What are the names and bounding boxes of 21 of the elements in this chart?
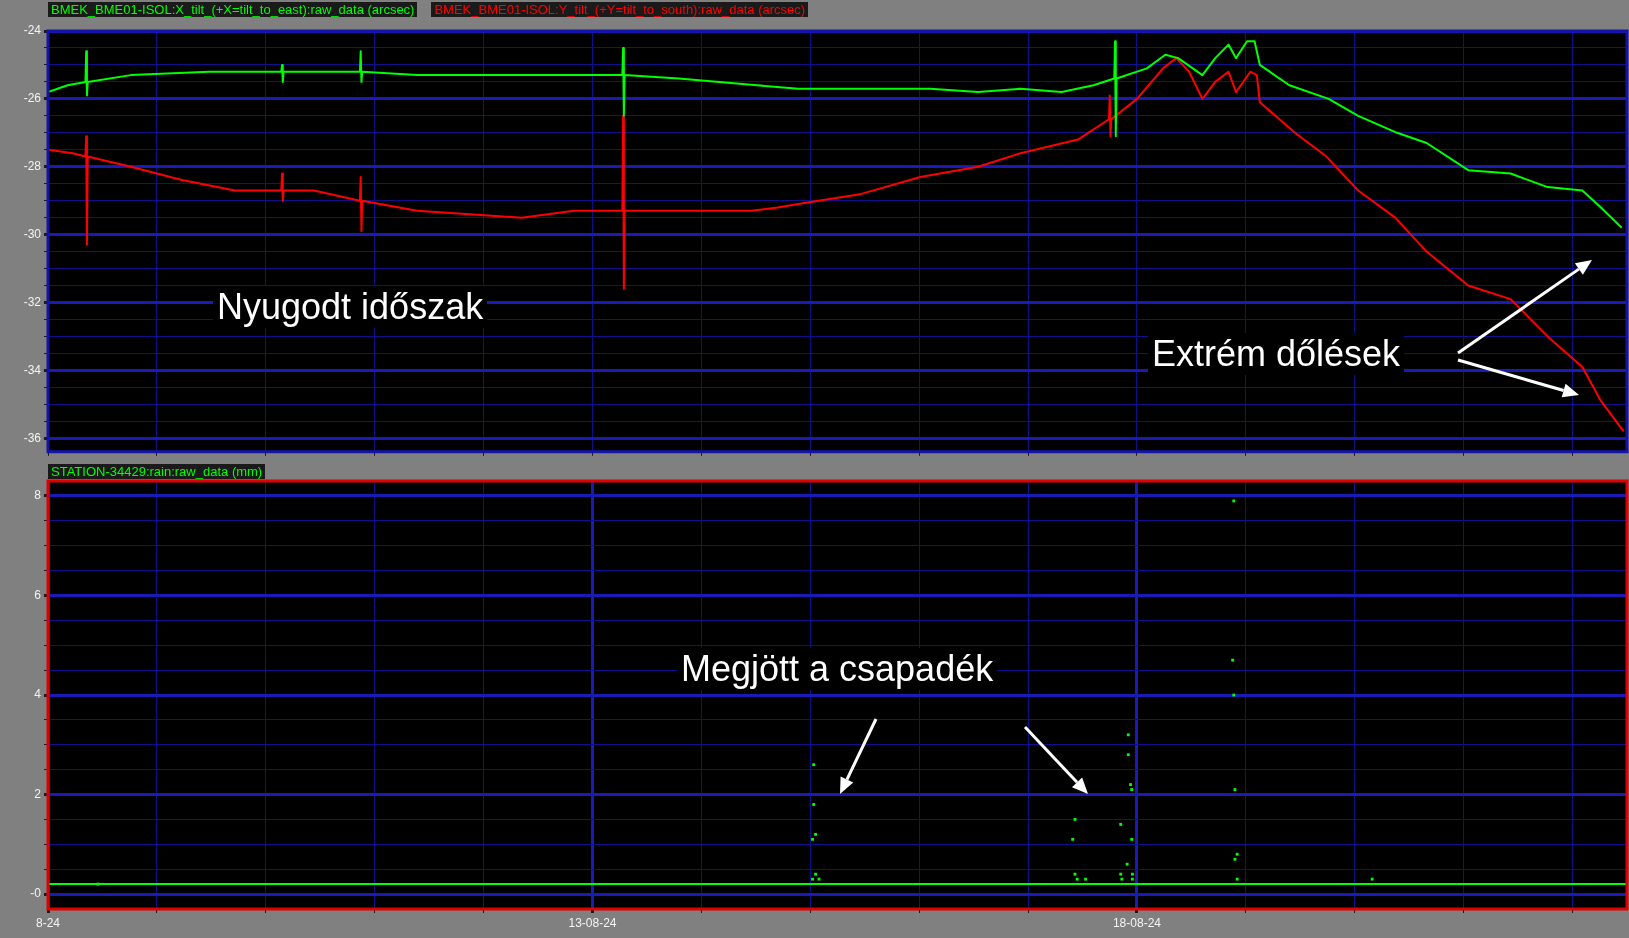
y-tick-label: -32 [23, 294, 42, 309]
x-tick-label: 13-08-24 [568, 915, 617, 930]
text: BMEK_BME01-ISOL:Y_tilt_(+Y=tilt_to_south):raw_data (arcsec) [431, 2, 809, 17]
y-tick-label: -26 [23, 91, 42, 106]
text: STATION-34429:rain:raw_data (mm) [48, 464, 266, 479]
y-tick-label: -30 [23, 226, 42, 241]
y-tick-label: -28 [23, 159, 42, 174]
y-tick-label: 4 [34, 687, 42, 702]
x-tick-label: 18-08-24 [1112, 915, 1162, 930]
annotation: Extrém dőlések [1148, 333, 1405, 375]
y-tick-label: -24 [23, 23, 42, 38]
x-tick-label: 8-24 [35, 915, 61, 930]
y-tick-label: -34 [23, 362, 42, 377]
text: BMEK_BME01-ISOL:X_tilt_(+X=tilt_to_east):raw_data (arcsec) [48, 2, 418, 17]
y-tick-label: 6 [34, 587, 42, 602]
annotation: Nyugodt időszak [213, 286, 488, 328]
annotation: Megjött a csapadék [677, 648, 998, 690]
y-tick-label: -36 [23, 430, 42, 445]
y-tick-label: 8 [34, 488, 42, 503]
y-tick-label: -0 [30, 886, 42, 901]
y-tick-label: 2 [34, 786, 42, 801]
